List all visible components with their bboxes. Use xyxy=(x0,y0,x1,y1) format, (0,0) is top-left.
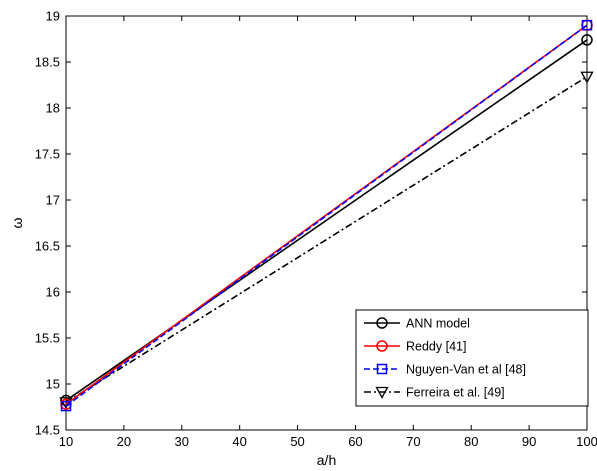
y-tick-label: 19 xyxy=(46,9,60,24)
x-tick-label: 20 xyxy=(117,434,131,449)
y-tick-label: 16 xyxy=(46,285,60,300)
y-tick-label: 17 xyxy=(46,193,60,208)
legend-label: Ferreira et al. [49] xyxy=(406,386,505,400)
y-axis-label: ω xyxy=(9,217,25,228)
x-tick-label: 80 xyxy=(464,434,478,449)
x-tick-label: 100 xyxy=(576,434,597,449)
legend-box xyxy=(355,309,589,407)
x-tick-label: 90 xyxy=(522,434,536,449)
data-point xyxy=(580,71,594,84)
x-tick-label: 70 xyxy=(406,434,420,449)
x-tick-label: 30 xyxy=(175,434,189,449)
y-tick-label: 14.5 xyxy=(35,423,60,438)
legend-label: Nguyen-Van et al [48] xyxy=(406,363,526,377)
series-line xyxy=(65,76,588,404)
series-group xyxy=(59,19,594,412)
legend-entry: Ferreira et al. [49] xyxy=(364,386,505,400)
y-tick-label: 17.5 xyxy=(35,147,60,162)
x-tick-label: 40 xyxy=(232,434,246,449)
legend-label: ANN model xyxy=(406,317,470,331)
y-tick-label: 18.5 xyxy=(35,55,60,70)
x-tick-label: 10 xyxy=(59,434,73,449)
y-tick-label: 15 xyxy=(46,377,60,392)
legend-marker xyxy=(376,317,388,329)
legend-marker xyxy=(376,340,388,352)
x-axis-label: a/h xyxy=(317,452,336,468)
y-tick-label: 15.5 xyxy=(35,331,60,346)
series-line xyxy=(65,24,588,405)
legend-marker xyxy=(375,386,389,399)
axis-ticks: 10 20 30 40 50 60 70 80 90 100 14.5 15 15.5 16 16.5 17 1… xyxy=(35,9,597,450)
legend-label: Reddy [41] xyxy=(406,340,466,354)
data-point xyxy=(581,34,593,46)
data-point xyxy=(581,19,593,31)
y-tick-label: 18 xyxy=(46,101,60,116)
legend: ANN model Reddy [41] Nguyen-Van et al [48]… xyxy=(355,309,589,407)
legend-entry: Nguyen-Van et al [48] xyxy=(364,363,526,377)
series-2 xyxy=(60,19,593,412)
data-point xyxy=(60,400,72,412)
legend-marker xyxy=(376,363,388,375)
legend-entry: Reddy [41] xyxy=(364,340,466,354)
x-tick-label: 50 xyxy=(290,434,304,449)
y-tick-label: 16.5 xyxy=(35,239,60,254)
x-tick-label: 60 xyxy=(348,434,362,449)
legend-entry: ANN model xyxy=(364,317,470,331)
